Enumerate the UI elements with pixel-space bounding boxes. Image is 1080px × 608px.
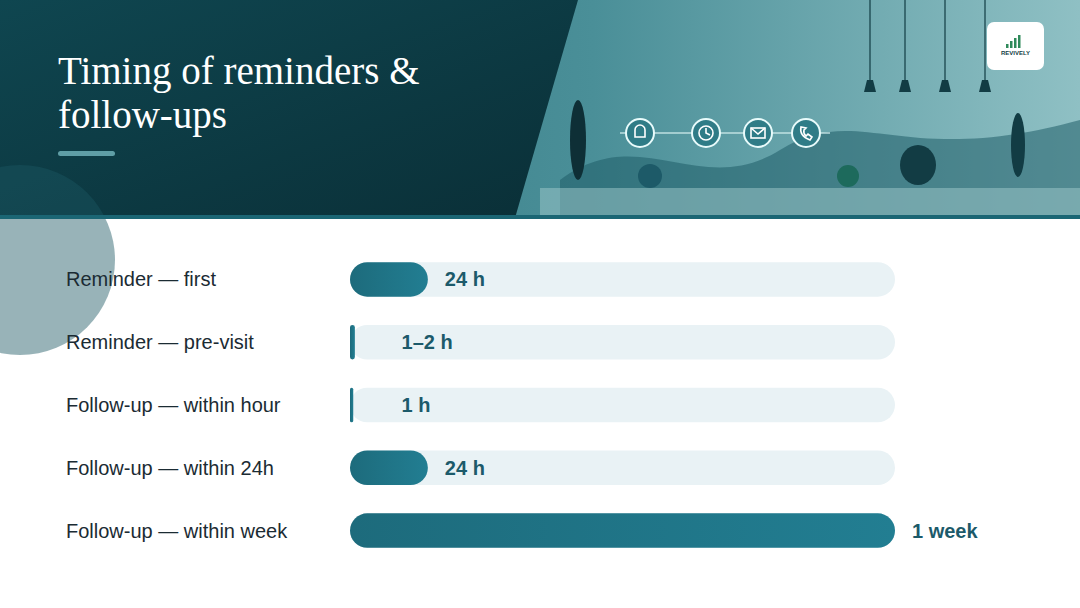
category-label: Reminder — first xyxy=(66,268,216,290)
logo: REVIVELY xyxy=(987,22,1044,70)
data-label: 1 h xyxy=(402,394,431,416)
bar xyxy=(350,262,428,297)
envelope-flap xyxy=(751,128,765,134)
category-label: Follow-up — within 24h xyxy=(66,457,274,479)
lamp xyxy=(864,80,876,92)
data-label: 1 week xyxy=(912,520,978,542)
header-illustration-bg xyxy=(0,0,1080,218)
bar xyxy=(350,451,428,486)
chart-svg: Timing of reminders &follow-ups REVIVELY R… xyxy=(0,0,1080,608)
clock xyxy=(699,126,713,140)
phone xyxy=(801,127,812,140)
icon-circle xyxy=(692,119,720,147)
bar xyxy=(350,513,895,548)
figure xyxy=(1011,113,1025,177)
header-rule xyxy=(0,215,1080,219)
illustration-floor xyxy=(540,188,1080,218)
range-track xyxy=(350,262,895,297)
range-track xyxy=(350,451,895,486)
clock-hands xyxy=(706,128,710,135)
bar xyxy=(350,325,355,360)
lamp xyxy=(899,80,911,92)
title-line: Timing of reminders & xyxy=(58,49,419,93)
logo-mark xyxy=(1006,44,1009,48)
range-track xyxy=(350,325,895,360)
lamp-cord xyxy=(904,0,905,80)
data-label: 24 h xyxy=(445,457,485,479)
icon-circle xyxy=(792,119,820,147)
category-labels: Reminder — first Reminder — pre-visit Foll… xyxy=(66,268,288,541)
logo-mark xyxy=(1010,41,1013,48)
header: Timing of reminders &follow-ups REVIVELY xyxy=(0,0,1080,355)
figure xyxy=(900,145,936,185)
panel-decor xyxy=(0,165,115,355)
ball xyxy=(638,164,662,188)
range-track xyxy=(350,388,895,423)
range-track xyxy=(350,513,895,548)
title-line: follow-ups xyxy=(58,93,227,137)
icon-circle xyxy=(744,119,772,147)
bell xyxy=(635,125,645,137)
lamp-cord xyxy=(944,0,945,80)
icon xyxy=(801,127,812,140)
icon xyxy=(699,126,713,140)
data-label: 24 h xyxy=(445,268,485,290)
lamp xyxy=(979,80,991,92)
lamp-cord xyxy=(869,0,870,80)
ball xyxy=(837,165,859,187)
tracks xyxy=(350,262,895,548)
illustration xyxy=(540,0,1080,218)
icon xyxy=(635,125,645,137)
bars xyxy=(350,262,895,548)
data-labels: 24 h 1–2 h 1 h 24 h 1 week xyxy=(402,268,979,541)
data-label: 1–2 h xyxy=(402,331,453,353)
title-panel xyxy=(0,0,578,218)
title-underline xyxy=(58,151,115,156)
logo-text: REVIVELY xyxy=(1001,50,1030,56)
figure xyxy=(570,100,586,180)
icon-circle xyxy=(626,119,654,147)
logo-mark xyxy=(1014,38,1017,48)
lamp xyxy=(939,80,951,92)
category-label: Follow-up — within week xyxy=(66,520,288,542)
icon xyxy=(751,128,765,138)
category-label: Follow-up — within hour xyxy=(66,394,281,416)
envelope xyxy=(751,128,765,138)
bar xyxy=(350,388,353,423)
title: Timing of reminders &follow-ups xyxy=(58,49,419,137)
lamp-cord xyxy=(984,0,985,80)
logo-mark xyxy=(1018,35,1021,48)
category-label: Reminder — pre-visit xyxy=(66,331,254,353)
logo-box xyxy=(987,22,1044,70)
